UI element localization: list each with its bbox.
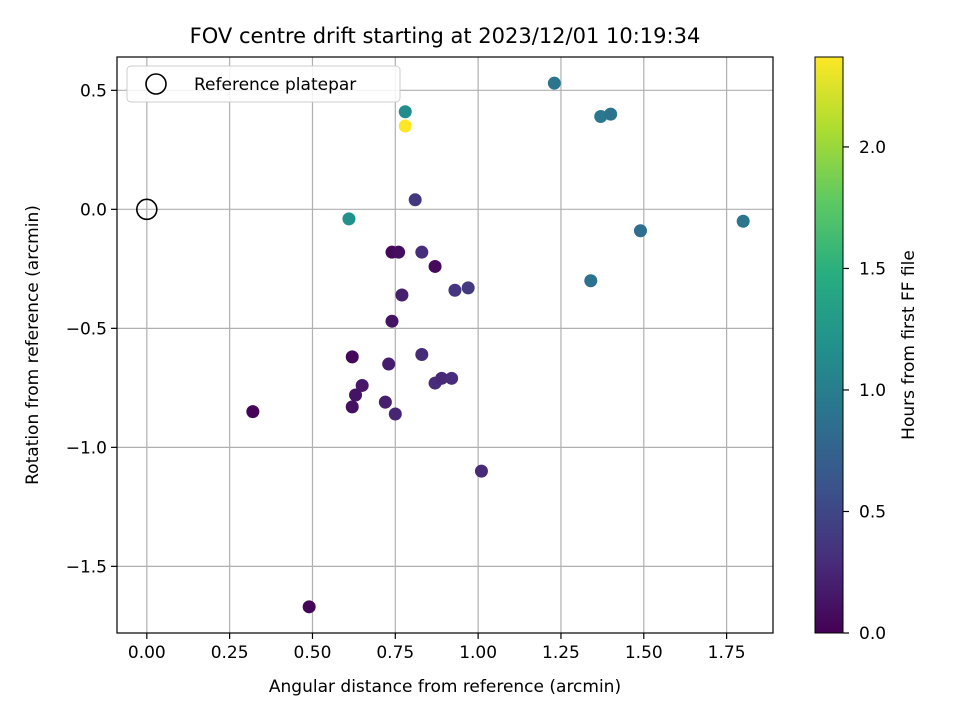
- y-axis-label: Rotation from reference (arcmin): [23, 205, 43, 485]
- plot-area-frame: [116, 56, 774, 634]
- colorbar-tick-label: 1.5: [859, 259, 886, 279]
- data-point: [445, 371, 459, 385]
- colorbar-ticks: 0.0 0.5 1.0 1.5 2.0: [843, 138, 886, 644]
- data-point: [633, 224, 647, 238]
- y-tick-label: 0.0: [80, 200, 107, 220]
- reference-platepar-marker: [136, 198, 158, 221]
- x-gridlines: [146, 57, 728, 633]
- data-point: [408, 193, 422, 207]
- data-point: [382, 357, 396, 371]
- y-tick-label: 0.5: [80, 81, 107, 101]
- data-point: [415, 245, 429, 259]
- colorbar-tick-label: 2.0: [859, 138, 886, 158]
- data-point: [385, 314, 399, 328]
- x-tick-label: 1.75: [708, 643, 746, 663]
- data-point: [395, 288, 409, 302]
- chart-title: FOV centre drift starting at 2023/12/01 …: [190, 24, 701, 48]
- y-tick-label: −1.0: [66, 438, 107, 458]
- x-tick-label: 1.25: [542, 643, 580, 663]
- data-point: [246, 405, 260, 419]
- data-point: [388, 407, 402, 421]
- data-point: [345, 400, 359, 414]
- colorbar-tick-label: 1.0: [859, 381, 886, 401]
- data-point: [378, 395, 392, 409]
- data-point: [428, 259, 442, 273]
- data-point: [461, 281, 475, 295]
- colorbar-label: Hours from first FF file: [899, 250, 919, 440]
- data-point: [584, 274, 598, 288]
- data-point: [547, 76, 561, 90]
- x-tick-label: 1.50: [625, 643, 663, 663]
- data-point: [435, 371, 449, 385]
- y-tick-label: −1.5: [66, 557, 107, 577]
- x-tick-label: 0.25: [211, 643, 249, 663]
- x-tick-label: 1.00: [459, 643, 497, 663]
- legend: Reference platepar: [126, 65, 401, 103]
- data-point: [342, 212, 356, 226]
- legend-reference-marker: [145, 73, 167, 95]
- data-point: [736, 214, 750, 228]
- x-axis-ticks: 0.00 0.25 0.50 0.75 1.00 1.25 1.50 1.75: [128, 633, 746, 663]
- x-axis-label: Angular distance from reference (arcmin): [269, 677, 621, 697]
- data-point: [398, 119, 412, 133]
- y-axis-ticks: 0.5 0.0 −0.5 −1.0 −1.5: [66, 81, 117, 577]
- scatter-points: [246, 76, 750, 614]
- colorbar-gradient: [814, 56, 844, 634]
- data-point: [448, 283, 462, 297]
- data-point: [355, 378, 369, 392]
- data-point: [392, 245, 406, 259]
- data-point: [415, 348, 429, 362]
- data-point: [349, 388, 363, 402]
- x-tick-label: 0.50: [294, 643, 332, 663]
- x-tick-label: 0.00: [128, 643, 166, 663]
- data-point: [345, 350, 359, 364]
- legend-box: [126, 65, 401, 103]
- data-point: [302, 600, 316, 614]
- legend-label-reference: Reference platepar: [194, 75, 356, 95]
- y-gridlines: [117, 89, 773, 567]
- data-point: [398, 105, 412, 119]
- data-point: [474, 464, 488, 478]
- y-tick-label: −0.5: [66, 319, 107, 339]
- x-tick-label: 0.75: [376, 643, 414, 663]
- colorbar: 0.0 0.5 1.0 1.5 2.0 Hours from first FF file: [814, 56, 919, 644]
- data-point: [604, 107, 618, 121]
- colorbar-tick-label: 0.0: [859, 624, 886, 644]
- colorbar-tick-label: 0.5: [859, 502, 886, 522]
- data-point: [594, 110, 608, 124]
